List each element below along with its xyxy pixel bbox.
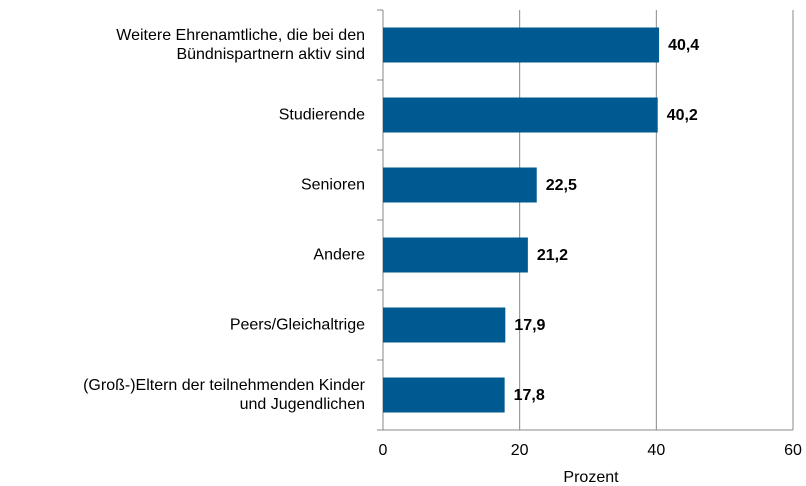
value-label: 40,2	[667, 107, 698, 124]
bar	[383, 307, 506, 343]
x-tick-label: 20	[511, 442, 529, 459]
x-tick-label: 0	[379, 442, 388, 459]
value-label: 17,8	[514, 387, 545, 404]
category-label: Senioren	[300, 176, 365, 194]
category-label: Andere	[313, 246, 365, 264]
category-label: Weitere Ehrenamtliche, die bei den Bündn…	[116, 27, 365, 63]
x-tick-label: 60	[784, 442, 802, 459]
bar	[383, 27, 660, 63]
bar	[383, 237, 528, 273]
category-label: (Groß-)Eltern der teilnehmenden Kinder u…	[83, 377, 365, 413]
value-label: 21,2	[537, 247, 568, 264]
value-label: 22,5	[546, 177, 577, 194]
bar	[383, 377, 505, 413]
x-axis-label: Prozent	[563, 469, 619, 486]
value-label: 17,9	[514, 317, 545, 334]
category-label: Studierende	[278, 106, 365, 124]
value-label: 40,4	[668, 37, 699, 54]
category-label: Peers/Gleichaltrige	[229, 316, 365, 334]
bar	[383, 97, 658, 133]
bar	[383, 167, 537, 203]
x-tick-label: 40	[647, 442, 665, 459]
